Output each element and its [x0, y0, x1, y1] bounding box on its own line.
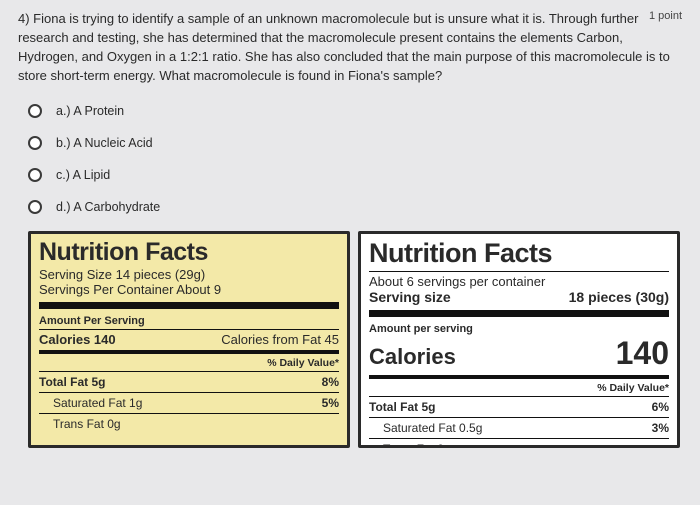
trans-fat: Trans Fat 0g	[39, 417, 121, 431]
serving-size-label: Serving size	[369, 289, 451, 305]
serving-size-value: 18 pieces (30g)	[569, 289, 669, 305]
divider	[39, 302, 339, 309]
calories-row: Calories 140 Calories from Fat 45	[31, 332, 347, 347]
total-fat: Total Fat 5g	[369, 400, 435, 414]
divider	[39, 329, 339, 330]
radio-icon	[28, 136, 42, 150]
total-fat-row: Total Fat 5g 6%	[361, 399, 677, 415]
question-text: 4) Fiona is trying to identify a sample …	[0, 0, 700, 93]
options-group: a.) A Protein b.) A Nucleic Acid c.) A L…	[0, 93, 700, 231]
option-label: a.) A Protein	[56, 104, 124, 118]
option-label: d.) A Carbohydrate	[56, 200, 160, 214]
divider	[39, 392, 339, 393]
serving-size-row: Serving size 18 pieces (30g)	[361, 289, 677, 305]
calories-label: Calories 140	[39, 332, 116, 347]
total-fat-row: Total Fat 5g 8%	[31, 374, 347, 390]
trans-fat: Trans Fat 0g	[369, 442, 451, 448]
servings-per-container: About 6 servings per container	[361, 274, 677, 289]
trans-fat-row: Trans Fat 0g	[361, 441, 677, 448]
divider	[39, 350, 339, 354]
nutrition-label-old: Nutrition Facts Serving Size 14 pieces (…	[28, 231, 350, 448]
option-b[interactable]: b.) A Nucleic Acid	[28, 127, 700, 159]
nf-title: Nutrition Facts	[361, 234, 677, 269]
calories-row: Calories 140	[361, 335, 677, 372]
nutrition-label-new: Nutrition Facts About 6 servings per con…	[358, 231, 680, 448]
option-c[interactable]: c.) A Lipid	[28, 159, 700, 191]
total-fat-pct: 8%	[322, 375, 339, 389]
saturated-fat-row: Saturated Fat 0.5g 3%	[361, 420, 677, 436]
saturated-fat-pct: 3%	[652, 421, 669, 435]
divider	[369, 310, 669, 317]
amount-per-serving: Amount per serving	[361, 321, 677, 335]
calories-label: Calories	[369, 344, 456, 370]
option-a[interactable]: a.) A Protein	[28, 95, 700, 127]
serving-size: Serving Size 14 pieces (29g)	[31, 267, 347, 282]
total-fat: Total Fat 5g	[39, 375, 105, 389]
divider	[39, 371, 339, 372]
option-label: c.) A Lipid	[56, 168, 110, 182]
saturated-fat-row: Saturated Fat 1g 5%	[31, 395, 347, 411]
radio-icon	[28, 200, 42, 214]
divider	[369, 375, 669, 379]
radio-icon	[28, 168, 42, 182]
nutrition-panels: Nutrition Facts Serving Size 14 pieces (…	[0, 231, 700, 448]
daily-value-header: % Daily Value*	[361, 382, 677, 394]
option-label: b.) A Nucleic Acid	[56, 136, 153, 150]
calories-value: 140	[616, 335, 669, 372]
nf-title: Nutrition Facts	[31, 234, 347, 267]
divider	[369, 271, 669, 272]
divider	[369, 396, 669, 397]
calories-from-fat: Calories from Fat 45	[221, 332, 339, 347]
saturated-fat: Saturated Fat 0.5g	[369, 421, 482, 435]
points-label: 1 point	[649, 10, 682, 22]
saturated-fat-pct: 5%	[322, 396, 339, 410]
servings-per-container: Servings Per Container About 9	[31, 282, 347, 297]
divider	[39, 413, 339, 414]
saturated-fat: Saturated Fat 1g	[39, 396, 142, 410]
amount-per-serving: Amount Per Serving	[31, 313, 347, 327]
divider	[369, 417, 669, 418]
trans-fat-row: Trans Fat 0g	[31, 416, 347, 432]
radio-icon	[28, 104, 42, 118]
divider	[369, 438, 669, 439]
daily-value-header: % Daily Value*	[31, 357, 347, 369]
total-fat-pct: 6%	[652, 400, 669, 414]
option-d[interactable]: d.) A Carbohydrate	[28, 191, 700, 223]
